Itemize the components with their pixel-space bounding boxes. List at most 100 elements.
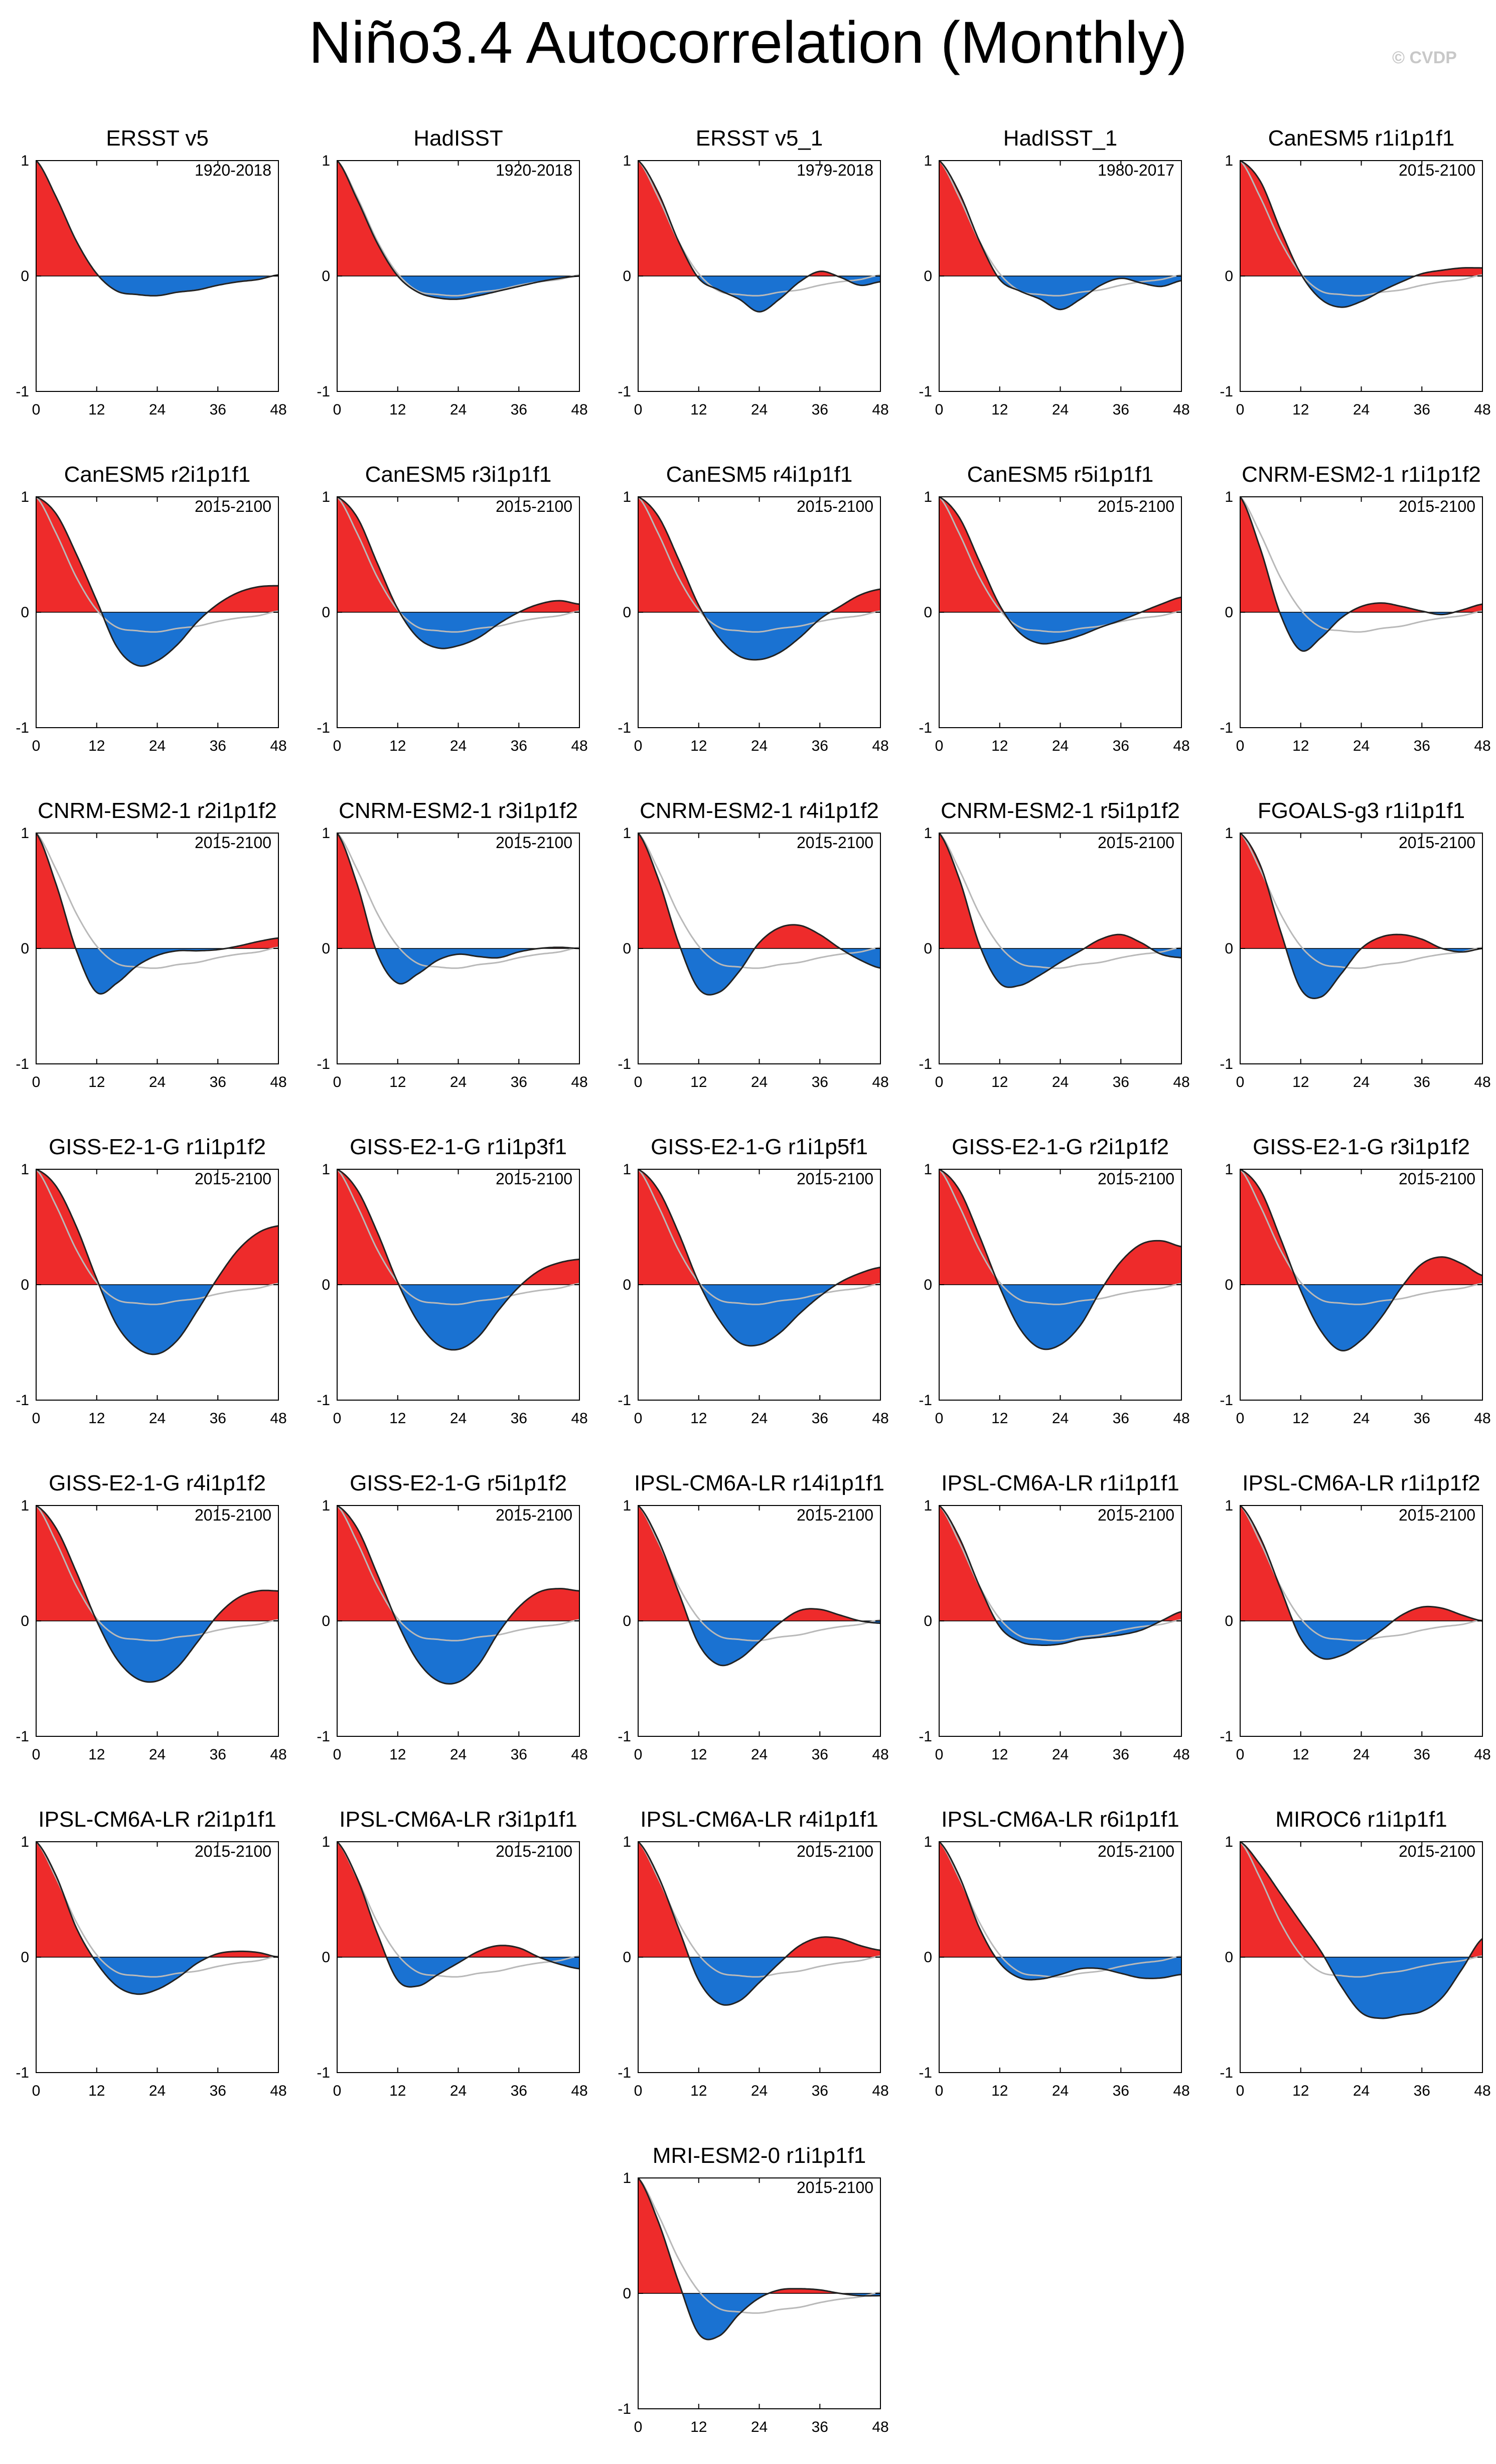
- period-label: 2015-2100: [496, 1170, 572, 1188]
- positive-area: [638, 1842, 880, 1957]
- x-tick-label: 36: [210, 2083, 226, 2099]
- x-tick-label: 0: [333, 738, 342, 754]
- y-tick-label: -1: [317, 2065, 330, 2081]
- y-tick-label: 1: [322, 153, 330, 169]
- x-tick-label: 0: [1236, 2083, 1245, 2099]
- autocorrelation-line: [638, 160, 881, 313]
- autocorrelation-line: [939, 1504, 1182, 1646]
- x-tick-label: 48: [1474, 1074, 1490, 1090]
- negative-area: [1240, 612, 1482, 651]
- x-tick-label: 0: [1236, 738, 1245, 754]
- x-tick-label: 48: [571, 1746, 587, 1763]
- panel-title: CNRM-ESM2-1 r4i1p1f2: [640, 798, 879, 823]
- observed-reference-line: [1239, 496, 1483, 633]
- observed-reference-line: [1239, 1504, 1483, 1641]
- positive-area: [1240, 1842, 1482, 1957]
- x-tick-label: 48: [1474, 1410, 1490, 1427]
- y-tick-label: 1: [21, 1497, 29, 1514]
- observed-reference-line: [336, 832, 580, 969]
- x-tick-label: 36: [511, 1746, 527, 1763]
- period-label: 2015-2100: [797, 1170, 873, 1188]
- x-tick-label: 24: [1353, 1410, 1370, 1427]
- negative-area: [939, 948, 1181, 988]
- observed-reference-line: [938, 1168, 1182, 1305]
- x-tick-label: 24: [1052, 738, 1069, 754]
- y-tick-label: 0: [623, 1949, 631, 1966]
- negative-area: [939, 276, 1181, 310]
- negative-area: [1240, 1957, 1482, 2018]
- autocorrelation-line: [35, 833, 279, 995]
- x-tick-label: 24: [751, 1746, 768, 1763]
- y-tick-label: 1: [623, 153, 631, 169]
- y-tick-label: -1: [919, 2065, 932, 2081]
- y-tick-label: -1: [618, 383, 631, 400]
- autocorrelation-line: [637, 833, 881, 996]
- x-tick-label: 36: [812, 2083, 828, 2099]
- panel-title: GISS-E2-1-G r5i1p1f2: [350, 1471, 567, 1495]
- autocorrelation-line: [36, 1168, 279, 1355]
- y-tick-label: 1: [322, 1161, 330, 1178]
- period-label: 2015-2100: [195, 1170, 271, 1188]
- positive-area: [638, 833, 880, 948]
- x-tick-label: 36: [1414, 1410, 1430, 1427]
- y-tick-label: 0: [1225, 940, 1233, 957]
- negative-area: [1240, 948, 1482, 999]
- x-tick-label: 12: [690, 2419, 707, 2435]
- x-tick-label: 0: [935, 1746, 944, 1763]
- x-tick-label: 48: [1474, 2083, 1490, 2099]
- y-tick-label: 1: [322, 1834, 330, 1850]
- x-tick-label: 36: [210, 1410, 226, 1427]
- autocorrelation-line: [1240, 1168, 1483, 1352]
- x-tick-label: 48: [872, 2419, 888, 2435]
- autocorrelation-line: [35, 160, 279, 297]
- y-tick-label: -1: [1220, 1728, 1233, 1745]
- positive-area: [939, 1505, 1181, 1621]
- y-tick-label: 0: [623, 1277, 631, 1293]
- autocorrelation-line: [36, 1504, 278, 1683]
- panel-title: IPSL-CM6A-LR r6i1p1f1: [941, 1807, 1179, 1832]
- positive-area: [337, 497, 579, 612]
- x-tick-label: 48: [571, 401, 587, 418]
- panel-title: ERSST v5_1: [696, 126, 823, 151]
- x-tick-label: 36: [511, 2083, 527, 2099]
- positive-area: [337, 1169, 579, 1285]
- y-tick-label: -1: [16, 1728, 29, 1745]
- y-tick-label: -1: [1220, 720, 1233, 736]
- negative-area: [638, 2293, 880, 2340]
- y-tick-label: -1: [618, 1056, 631, 1072]
- panel-title: GISS-E2-1-G r2i1p1f2: [952, 1135, 1169, 1159]
- x-tick-label: 12: [1292, 738, 1309, 754]
- x-tick-label: 0: [634, 1074, 643, 1090]
- x-tick-label: 36: [812, 1410, 828, 1427]
- x-tick-label: 36: [1414, 2083, 1430, 2099]
- negative-area: [36, 1285, 278, 1354]
- period-label: 1979-2018: [797, 161, 873, 179]
- x-tick-label: 48: [270, 2083, 286, 2099]
- y-tick-label: -1: [16, 2065, 29, 2081]
- y-tick-label: 0: [924, 268, 932, 285]
- y-tick-label: 1: [21, 489, 29, 505]
- negative-area: [638, 1957, 880, 2005]
- panel-title: GISS-E2-1-G r3i1p1f2: [1253, 1135, 1470, 1159]
- x-tick-label: 36: [1113, 2083, 1129, 2099]
- period-label: 2015-2100: [1399, 161, 1475, 179]
- x-tick-label: 12: [88, 1074, 105, 1090]
- period-label: 2015-2100: [496, 1842, 572, 1860]
- x-tick-label: 48: [1173, 1746, 1189, 1763]
- y-tick-label: 0: [21, 1277, 29, 1293]
- panel-title: CNRM-ESM2-1 r3i1p1f2: [339, 798, 578, 823]
- negative-area: [36, 948, 278, 994]
- x-tick-label: 12: [690, 1410, 707, 1427]
- y-tick-label: 0: [21, 604, 29, 621]
- y-tick-label: 0: [1225, 268, 1233, 285]
- x-tick-label: 12: [1292, 1746, 1309, 1763]
- panel-title: GISS-E2-1-G r1i1p5f1: [651, 1135, 868, 1159]
- x-tick-label: 24: [149, 738, 166, 754]
